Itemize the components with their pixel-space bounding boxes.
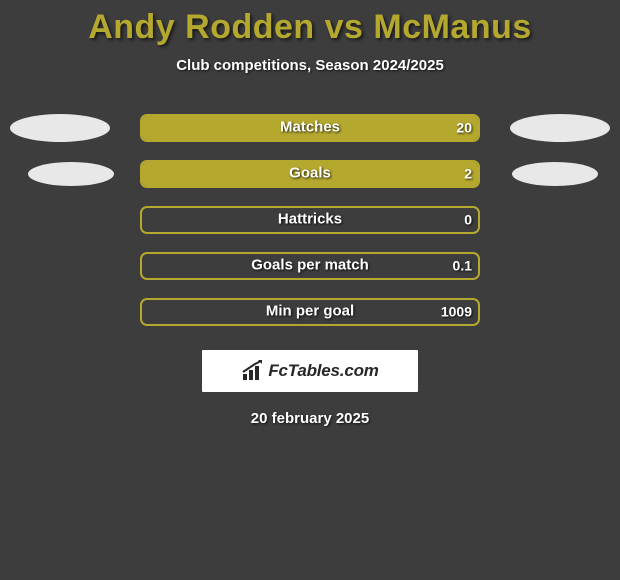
stat-value-right: 20 [456, 119, 472, 135]
page-title: Andy Rodden vs McManus [0, 8, 620, 47]
stat-row: Goals per match 0.1 [0, 252, 620, 282]
player-right-ellipse [510, 114, 610, 142]
stat-row: Goals 2 [0, 160, 620, 190]
stat-row: Matches 20 [0, 114, 620, 144]
stat-label: Goals per match [251, 257, 369, 274]
stat-label: Min per goal [266, 303, 354, 320]
stat-bar-track: Matches [140, 114, 480, 142]
comparison-infographic: Andy Rodden vs McManus Club competitions… [0, 0, 620, 427]
page-subtitle: Club competitions, Season 2024/2025 [0, 57, 620, 74]
brand-name: FcTables.com [268, 361, 378, 381]
brand-badge[interactable]: FcTables.com [202, 350, 418, 392]
stat-label: Matches [280, 119, 340, 136]
stats-area: Matches 20 Goals 2 Hattricks 0 Goals per match… [0, 114, 620, 328]
player-left-ellipse [10, 114, 110, 142]
player-right-ellipse-small [512, 162, 598, 186]
stat-label: Hattricks [278, 211, 342, 228]
stat-label: Goals [289, 165, 331, 182]
stat-value-right: 2 [464, 165, 472, 181]
stat-bar-track: Goals [140, 160, 480, 188]
stat-row: Hattricks 0 [0, 206, 620, 236]
stat-value-right: 1009 [441, 303, 472, 319]
stat-bar-track: Goals per match [140, 252, 480, 280]
footer-date: 20 february 2025 [0, 410, 620, 427]
stat-bar-track: Min per goal [140, 298, 480, 326]
bar-chart-icon [241, 360, 265, 382]
stat-row: Min per goal 1009 [0, 298, 620, 328]
player-left-ellipse-small [28, 162, 114, 186]
stat-value-right: 0.1 [453, 257, 472, 273]
stat-value-right: 0 [464, 211, 472, 227]
stat-bar-track: Hattricks [140, 206, 480, 234]
